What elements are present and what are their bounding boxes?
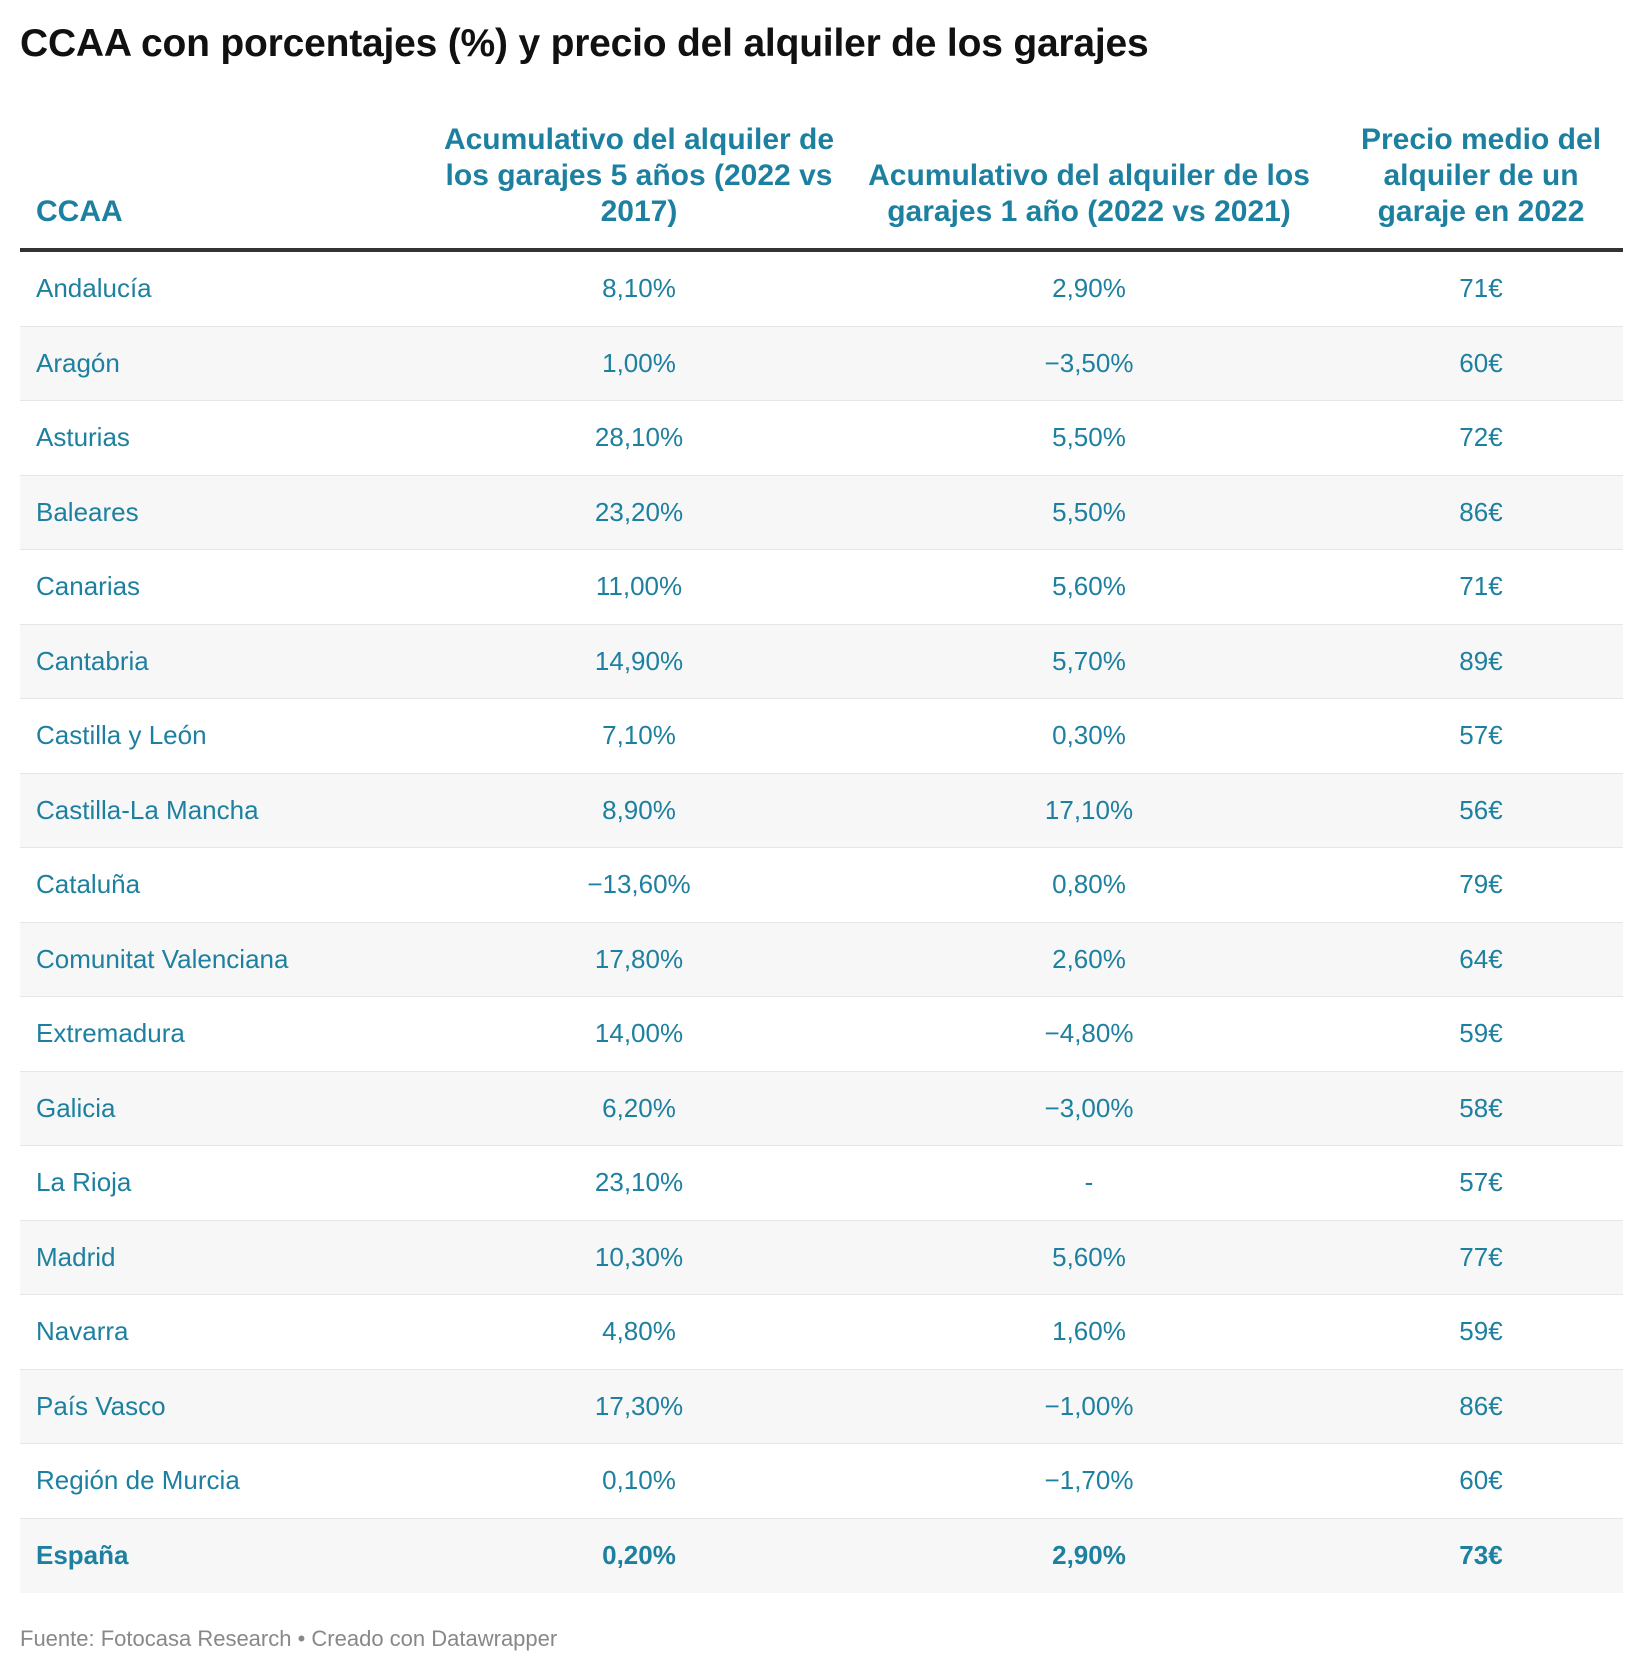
cell-one-year: 2,90% — [1052, 1540, 1126, 1571]
cell-one-year: 5,60% — [1052, 571, 1126, 602]
table-row: Madrid 10,30% 5,60% 77€ — [20, 1220, 1623, 1295]
cell-price: 58€ — [1459, 1092, 1503, 1123]
cell-price: 71€ — [1459, 273, 1503, 304]
cell-ccaa: Castilla y León — [36, 720, 207, 751]
cell-five-year: 4,80% — [602, 1316, 676, 1347]
cell-one-year: 5,60% — [1052, 1241, 1126, 1272]
cell-ccaa: Aragón — [36, 347, 120, 378]
cell-one-year: 5,50% — [1052, 496, 1126, 527]
table-row: Extremadura 14,00% −4,80% 59€ — [20, 997, 1623, 1072]
cell-ccaa: Cataluña — [36, 869, 141, 900]
table-header: CCAA Acumulativo del alquiler de los gar… — [20, 120, 1623, 252]
table-row: La Rioja 23,10% - 57€ — [20, 1146, 1623, 1221]
cell-five-year: 8,90% — [602, 794, 676, 825]
cell-one-year: −3,00% — [1044, 1092, 1134, 1123]
cell-price: 60€ — [1459, 347, 1503, 378]
cell-price: 60€ — [1459, 1465, 1503, 1496]
cell-price: 59€ — [1459, 1018, 1503, 1049]
cell-ccaa: País Vasco — [36, 1390, 166, 1421]
cell-ccaa: Asturias — [36, 422, 130, 453]
cell-five-year: 14,90% — [594, 645, 684, 676]
cell-ccaa: Extremadura — [36, 1018, 185, 1049]
cell-ccaa: La Rioja — [36, 1167, 132, 1198]
column-header-five-year[interactable]: Acumulativo del alquiler de los garajes … — [443, 123, 835, 228]
cell-five-year: 23,10% — [594, 1167, 684, 1198]
cell-five-year: 0,10% — [602, 1465, 676, 1496]
table-row: Aragón 1,00% −3,50% 60€ — [20, 326, 1623, 401]
table-row: Galicia 6,20% −3,00% 58€ — [20, 1071, 1623, 1146]
cell-ccaa: Región de Murcia — [36, 1465, 240, 1496]
cell-one-year: −3,50% — [1044, 347, 1134, 378]
cell-one-year: 1,60% — [1052, 1316, 1126, 1347]
cell-one-year: 5,70% — [1052, 645, 1126, 676]
cell-five-year: 7,10% — [602, 720, 676, 751]
cell-ccaa: Comunitat Valenciana — [36, 943, 289, 974]
cell-five-year: 14,00% — [594, 1018, 684, 1049]
cell-five-year: 23,20% — [594, 496, 684, 527]
table-row: Cantabria 14,90% 5,70% 89€ — [20, 624, 1623, 699]
cell-price: 79€ — [1459, 869, 1503, 900]
cell-one-year: 2,90% — [1052, 273, 1126, 304]
cell-price: 73€ — [1459, 1540, 1503, 1571]
table-row-total: España 0,20% 2,90% 73€ — [20, 1518, 1623, 1593]
source-footer: Fuente: Fotocasa Research • Creado con D… — [20, 1626, 558, 1651]
cell-five-year: −13,60% — [587, 869, 691, 900]
table-body: Andalucía 8,10% 2,90% 71€ Aragón 1,00% −3,50% 6… — [20, 252, 1623, 1593]
cell-ccaa: Madrid — [36, 1241, 116, 1272]
table-row: Castilla-La Mancha 8,90% 17,10% 56€ — [20, 773, 1623, 848]
cell-one-year: −1,70% — [1044, 1465, 1134, 1496]
column-header-price[interactable]: Precio medio del alquiler de un garaje e… — [1360, 123, 1602, 228]
table-row: Andalucía 8,10% 2,90% 71€ — [20, 252, 1623, 327]
cell-price: 72€ — [1459, 422, 1503, 453]
table-row: Canarias 11,00% 5,60% 71€ — [20, 550, 1623, 625]
cell-five-year: 11,00% — [595, 571, 683, 602]
table-row: Cataluña −13,60% 0,80% 79€ — [20, 848, 1623, 923]
column-header-one-year[interactable]: Acumulativo del alquiler de los garajes … — [868, 159, 1310, 228]
cell-price: 64€ — [1459, 943, 1503, 974]
chart-title: CCAA con porcentajes (%) y precio del al… — [20, 22, 1149, 65]
cell-five-year: 6,20% — [602, 1092, 676, 1123]
cell-five-year: 1,00% — [602, 347, 676, 378]
cell-ccaa: Canarias — [36, 571, 141, 602]
cell-ccaa: Galicia — [36, 1092, 116, 1123]
table-row: Baleares 23,20% 5,50% 86€ — [20, 475, 1623, 550]
table-row: Comunitat Valenciana 17,80% 2,60% 64€ — [20, 922, 1623, 997]
cell-price: 59€ — [1459, 1316, 1503, 1347]
table-row: Región de Murcia 0,10% −1,70% 60€ — [20, 1444, 1623, 1519]
cell-one-year: - — [1084, 1167, 1094, 1198]
cell-five-year: 8,10% — [602, 273, 676, 304]
cell-ccaa: Andalucía — [36, 273, 152, 304]
cell-five-year: 17,30% — [594, 1390, 684, 1421]
cell-price: 56€ — [1459, 794, 1503, 825]
cell-price: 57€ — [1459, 720, 1503, 751]
cell-five-year: 28,10% — [594, 422, 684, 453]
column-header-ccaa[interactable]: CCAA — [36, 195, 123, 228]
cell-one-year: 0,80% — [1052, 869, 1126, 900]
cell-five-year: 10,30% — [594, 1241, 684, 1272]
cell-five-year: 17,80% — [594, 943, 684, 974]
cell-ccaa: Cantabria — [36, 645, 149, 676]
cell-ccaa: Navarra — [36, 1316, 129, 1347]
cell-five-year: 0,20% — [602, 1540, 676, 1571]
cell-price: 86€ — [1459, 496, 1503, 527]
cell-price: 89€ — [1459, 645, 1503, 676]
cell-one-year: 5,50% — [1052, 422, 1126, 453]
cell-ccaa: Baleares — [36, 496, 139, 527]
cell-price: 57€ — [1459, 1167, 1503, 1198]
cell-ccaa: Castilla-La Mancha — [36, 794, 259, 825]
table-row: Navarra 4,80% 1,60% 59€ — [20, 1295, 1623, 1370]
cell-price: 86€ — [1459, 1390, 1503, 1421]
data-table: CCAA Acumulativo del alquiler de los gar… — [20, 120, 1623, 1593]
cell-price: 71€ — [1459, 571, 1503, 602]
table-row: Asturias 28,10% 5,50% 72€ — [20, 401, 1623, 476]
cell-one-year: 2,60% — [1052, 943, 1126, 974]
cell-price: 77€ — [1459, 1241, 1503, 1272]
cell-ccaa: España — [36, 1540, 129, 1571]
cell-one-year: −4,80% — [1044, 1018, 1134, 1049]
cell-one-year: 0,30% — [1052, 720, 1126, 751]
table-row: Castilla y León 7,10% 0,30% 57€ — [20, 699, 1623, 774]
cell-one-year: −1,00% — [1044, 1390, 1134, 1421]
cell-one-year: 17,10% — [1044, 794, 1134, 825]
table-row: País Vasco 17,30% −1,00% 86€ — [20, 1369, 1623, 1444]
